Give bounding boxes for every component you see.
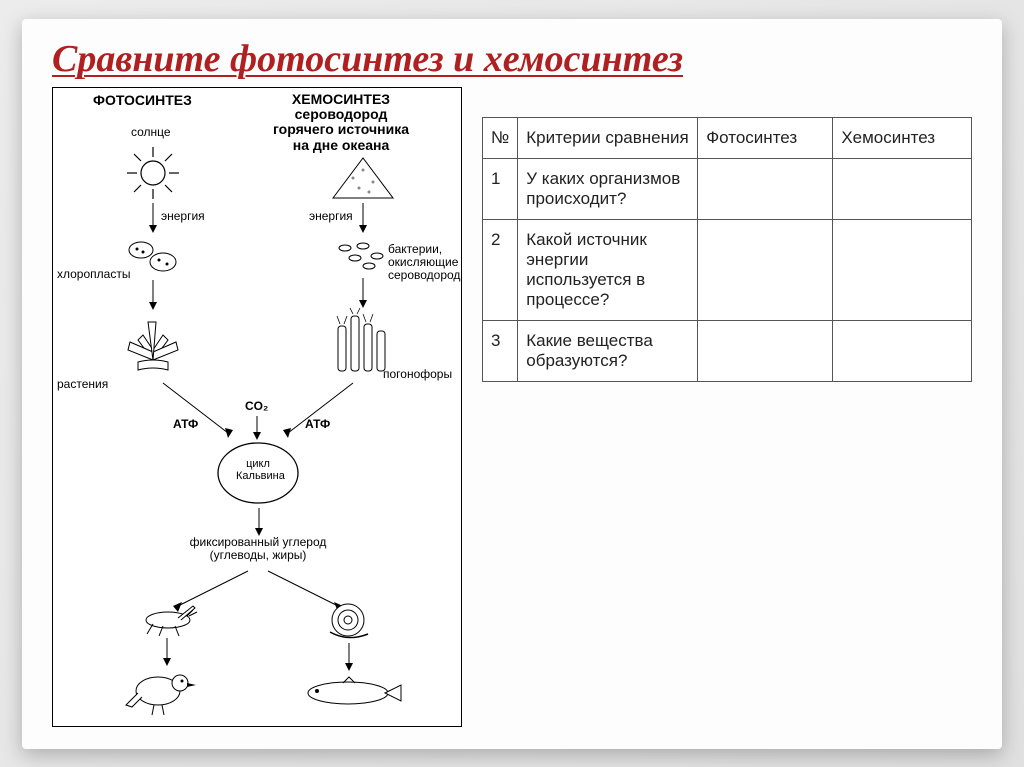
comparison-table-wrap: № Критерии сравнения Фотосинтез Хемосинт… xyxy=(482,117,972,727)
arrow-icon xyxy=(147,280,159,310)
cell-num: 2 xyxy=(483,219,518,320)
plant-icon xyxy=(118,310,188,375)
arrow-icon xyxy=(343,643,355,671)
pogonophora-icon xyxy=(323,306,403,376)
label-bacteria: бактерии, окисляющие сероводород xyxy=(388,243,458,283)
label-energy-right: энергия xyxy=(309,210,353,223)
arrow-icon xyxy=(357,203,369,233)
fish-icon xyxy=(293,673,403,713)
header-photosynthesis: Фотосинтез xyxy=(698,117,833,158)
cell-criteria: Какой источник энергии используется в пр… xyxy=(518,219,698,320)
diagram-box: ФОТОСИНТЕЗ ХЕМОСИНТЕЗ сероводород горяче… xyxy=(52,87,462,727)
slide: Сравните фотосинтез и хемосинтез ФОТОСИН… xyxy=(22,19,1002,749)
table-row: 1 У каких организмов происходит? xyxy=(483,158,972,219)
cell-criteria: Какие вещества образуются? xyxy=(518,320,698,381)
label-energy-left: энергия xyxy=(161,210,205,223)
arrow-icon xyxy=(253,508,265,536)
cell-chemo[interactable] xyxy=(833,219,972,320)
snail-icon xyxy=(318,598,378,643)
label-pogonophora: погонофоры xyxy=(383,368,452,381)
arrow-icon xyxy=(251,416,263,440)
cell-criteria: У каких организмов происходит? xyxy=(518,158,698,219)
sun-icon xyxy=(123,143,183,203)
cell-num: 3 xyxy=(483,320,518,381)
table-header-row: № Критерии сравнения Фотосинтез Хемосинт… xyxy=(483,117,972,158)
header-criteria: Критерии сравнения xyxy=(518,117,698,158)
label-plants: растения xyxy=(57,378,108,391)
slide-title: Сравните фотосинтез и хемосинтез xyxy=(52,37,972,81)
content-row: ФОТОСИНТЕЗ ХЕМОСИНТЕЗ сероводород горяче… xyxy=(52,87,972,727)
label-atp-right: АТФ xyxy=(305,418,330,431)
arrow-icon xyxy=(357,278,369,308)
diagram-header-chemosynthesis: ХЕМОСИНТЕЗ сероводород горячего источник… xyxy=(251,92,431,154)
label-chloroplasts: хлоропласты xyxy=(57,268,127,281)
label-co2: CO₂ xyxy=(245,400,268,413)
header-chemosynthesis: Хемосинтез xyxy=(833,117,972,158)
cell-photo[interactable] xyxy=(698,320,833,381)
label-fixed-carbon: фиксированный углерод (углеводы, жиры) xyxy=(173,536,343,562)
header-num: № xyxy=(483,117,518,158)
label-atp-left: АТФ xyxy=(173,418,198,431)
diagram-header-photosynthesis: ФОТОСИНТЕЗ xyxy=(93,92,192,108)
cell-num: 1 xyxy=(483,158,518,219)
cell-photo[interactable] xyxy=(698,158,833,219)
arrow-icon xyxy=(161,638,173,666)
table-row: 2 Какой источник энергии используется в … xyxy=(483,219,972,320)
label-sun: солнце xyxy=(131,126,171,139)
cell-photo[interactable] xyxy=(698,219,833,320)
bird-icon xyxy=(118,663,203,718)
chloroplast-icon xyxy=(123,236,183,276)
arrow-icon xyxy=(147,203,159,233)
label-calvin: цикл Кальвина xyxy=(236,458,280,482)
hotspring-icon xyxy=(323,148,403,203)
bacteria-icon xyxy=(333,238,393,273)
cell-chemo[interactable] xyxy=(833,158,972,219)
grasshopper-icon xyxy=(133,598,203,638)
cell-chemo[interactable] xyxy=(833,320,972,381)
table-row: 3 Какие вещества образуются? xyxy=(483,320,972,381)
comparison-table: № Критерии сравнения Фотосинтез Хемосинт… xyxy=(482,117,972,382)
